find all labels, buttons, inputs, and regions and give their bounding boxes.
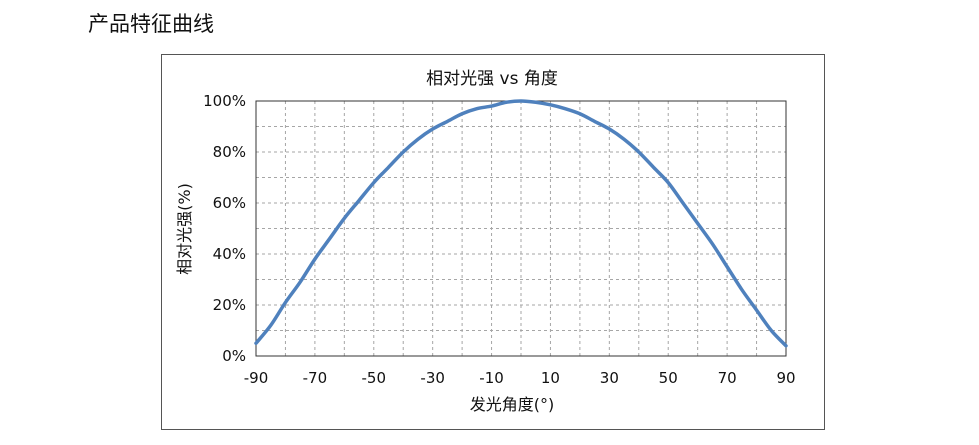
y-tick-label: 20% <box>213 296 246 314</box>
section-title: 产品特征曲线 <box>88 12 214 36</box>
x-tick-label: 10 <box>541 369 560 387</box>
chart-title: 相对光强 vs 角度 <box>426 69 558 89</box>
chart-frame <box>161 54 825 430</box>
x-tick-label: -70 <box>303 369 328 387</box>
series-layer <box>254 99 788 348</box>
y-axis-title: 相对光强(%) <box>175 183 194 275</box>
y-tick-label: 80% <box>213 143 246 161</box>
series-line <box>254 99 788 348</box>
x-tick-label: 50 <box>659 369 678 387</box>
x-tick-label: -50 <box>362 369 387 387</box>
x-tick-label: -90 <box>244 369 269 387</box>
grid-layer <box>256 101 786 356</box>
x-axis-title: 发光角度(°) <box>470 395 555 414</box>
x-tick-label: 70 <box>718 369 737 387</box>
x-tick-label: 90 <box>776 369 795 387</box>
y-tick-label: 0% <box>222 347 246 365</box>
x-tick-label: -10 <box>479 369 504 387</box>
y-tick-label: 100% <box>203 92 246 110</box>
y-tick-label: 40% <box>213 245 246 263</box>
tick-label-layer: -90 -70 -50 -30 -10 10 30 50 70 90 0% 20% 40% 60% 80% 1… <box>203 92 795 387</box>
x-tick-label: 30 <box>600 369 619 387</box>
x-tick-label: -30 <box>420 369 445 387</box>
y-tick-label: 60% <box>213 194 246 212</box>
